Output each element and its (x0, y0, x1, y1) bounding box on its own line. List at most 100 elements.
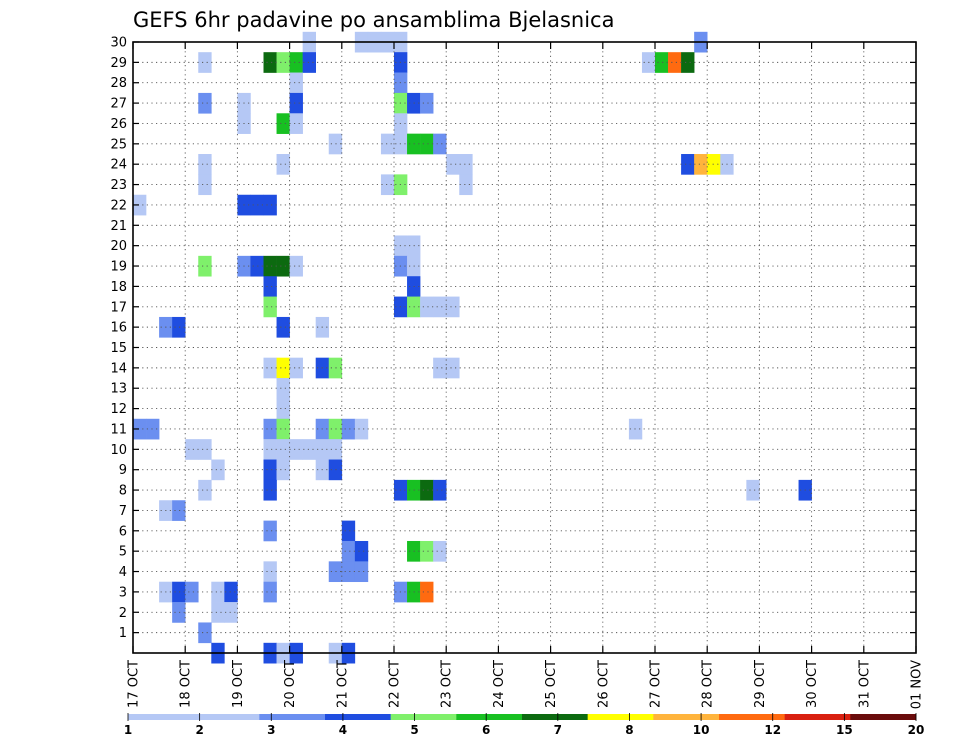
colorbar-label: 4 (339, 723, 347, 737)
heatmap-cell (250, 255, 264, 277)
heatmap-cell (198, 154, 212, 175)
heatmap-cell (459, 174, 473, 196)
heatmap-cell (433, 133, 447, 155)
x-axis-labels: 17 OCT 18 OCT 19 OCT 20 OCT 21 OCT 22 OCT 23 O… (127, 660, 925, 709)
heatmap-cell (172, 316, 186, 338)
x-tick-label: 29 OCT (753, 660, 768, 708)
heatmap-cell (681, 154, 695, 175)
y-tick-label: 14 (110, 361, 127, 376)
heatmap-cell (263, 479, 277, 501)
colorbar-swatch (128, 714, 260, 720)
heatmap-cell (263, 255, 277, 277)
heatmap-cell (263, 581, 277, 603)
y-tick-label: 7 (119, 504, 127, 519)
y-tick-label: 12 (110, 402, 127, 417)
y-tick-label: 11 (110, 422, 127, 437)
heatmap-cell (224, 581, 238, 603)
y-tick-label: 9 (119, 463, 127, 478)
heatmap-cell (289, 439, 303, 460)
x-tick-label: 18 OCT (179, 660, 194, 708)
heatmap-cell (276, 378, 290, 399)
heatmap-cell (263, 52, 277, 73)
heatmap-cell (133, 194, 147, 216)
heatmap-cell (289, 52, 303, 73)
heatmap-cell (354, 540, 369, 562)
heatmap-cell (276, 316, 290, 338)
heatmap-cell (263, 561, 277, 583)
y-tick-label: 17 (110, 300, 127, 315)
heatmap-cell (198, 174, 212, 196)
heatmap-cell (289, 357, 303, 379)
gridlines (133, 41, 916, 653)
y-tick-label: 16 (110, 321, 127, 336)
heatmap-cell (263, 418, 277, 440)
heatmap-cell (133, 418, 147, 440)
colorbar-swatch (390, 714, 457, 720)
heatmap-cell (172, 602, 186, 623)
chart-title: GEFS 6hr padavine po ansamblima Bjelasni… (133, 8, 614, 32)
heatmap-cell (198, 622, 212, 644)
heatmap-cell (341, 418, 356, 440)
colorbar-label: 10 (693, 723, 710, 737)
heatmap-cell (250, 194, 264, 216)
heatmap-cell (276, 439, 290, 460)
y-tick-label: 27 (110, 97, 127, 112)
colorbar-swatch (784, 714, 851, 720)
heatmap-cell (198, 479, 212, 501)
heatmap-cell (668, 52, 682, 73)
heatmap-cell (681, 52, 695, 73)
heatmap-cell (694, 154, 708, 175)
x-tick-label: 25 OCT (544, 660, 559, 708)
heatmap-cell (354, 418, 369, 440)
x-tick-label: 21 OCT (335, 660, 350, 708)
x-tick-label: 20 OCT (283, 660, 298, 708)
y-tick-label: 29 (110, 56, 127, 71)
heatmap-cell (433, 479, 447, 501)
heatmap-cell (276, 113, 290, 134)
heatmap-cell (420, 296, 434, 318)
colorbar-label: 1 (124, 723, 132, 737)
heatmap-cell (289, 92, 303, 114)
y-tick-label: 1 (119, 626, 127, 641)
heatmap-cell (263, 439, 277, 460)
heatmap-cell (276, 418, 290, 440)
heatmap-cell (446, 154, 460, 175)
heatmap-cell (302, 52, 316, 73)
heatmap-cell (276, 398, 290, 420)
x-tick-label: 27 OCT (649, 660, 664, 708)
y-tick-label: 23 (110, 178, 127, 193)
colorbar-label: 12 (764, 723, 781, 737)
heatmap-cell (198, 92, 212, 114)
heatmap-cell (420, 479, 434, 501)
heatmap-cell (263, 520, 277, 542)
y-tick-label: 4 (119, 565, 127, 580)
heatmap-cell (276, 357, 290, 379)
heatmap-cell (341, 540, 356, 562)
colorbar-label: 2 (195, 723, 203, 737)
heatmap-cell (420, 133, 434, 155)
x-tick-label: 17 OCT (127, 660, 142, 708)
x-tick-label: 19 OCT (231, 660, 246, 708)
y-tick-label: 2 (119, 606, 127, 621)
x-tick-label: 24 OCT (492, 660, 507, 708)
colorbar-swatch (719, 714, 785, 720)
colorbar-swatch (325, 714, 391, 720)
heatmap-cell (198, 255, 212, 277)
heatmap-cell (420, 540, 434, 562)
heatmap-cell (446, 296, 460, 318)
heatmap-cell (380, 174, 395, 196)
heatmap-cell (433, 540, 447, 562)
colorbar-label: 6 (482, 723, 490, 737)
y-tick-label: 3 (119, 585, 127, 600)
colorbar-label: 15 (836, 723, 853, 737)
y-tick-label: 30 (110, 36, 127, 51)
heatmap-cell (655, 52, 669, 73)
colorbar-label: 3 (267, 723, 275, 737)
y-tick-label: 6 (119, 524, 127, 539)
y-tick-label: 28 (110, 76, 127, 91)
colorbar: 1 2 3 4 5 6 7 8 10 12 15 20 (124, 713, 924, 737)
heatmap-cell (185, 439, 199, 460)
colorbar-label: 5 (410, 723, 418, 737)
heatmap-cell (433, 296, 447, 318)
x-tick-label: 23 OCT (440, 660, 455, 708)
